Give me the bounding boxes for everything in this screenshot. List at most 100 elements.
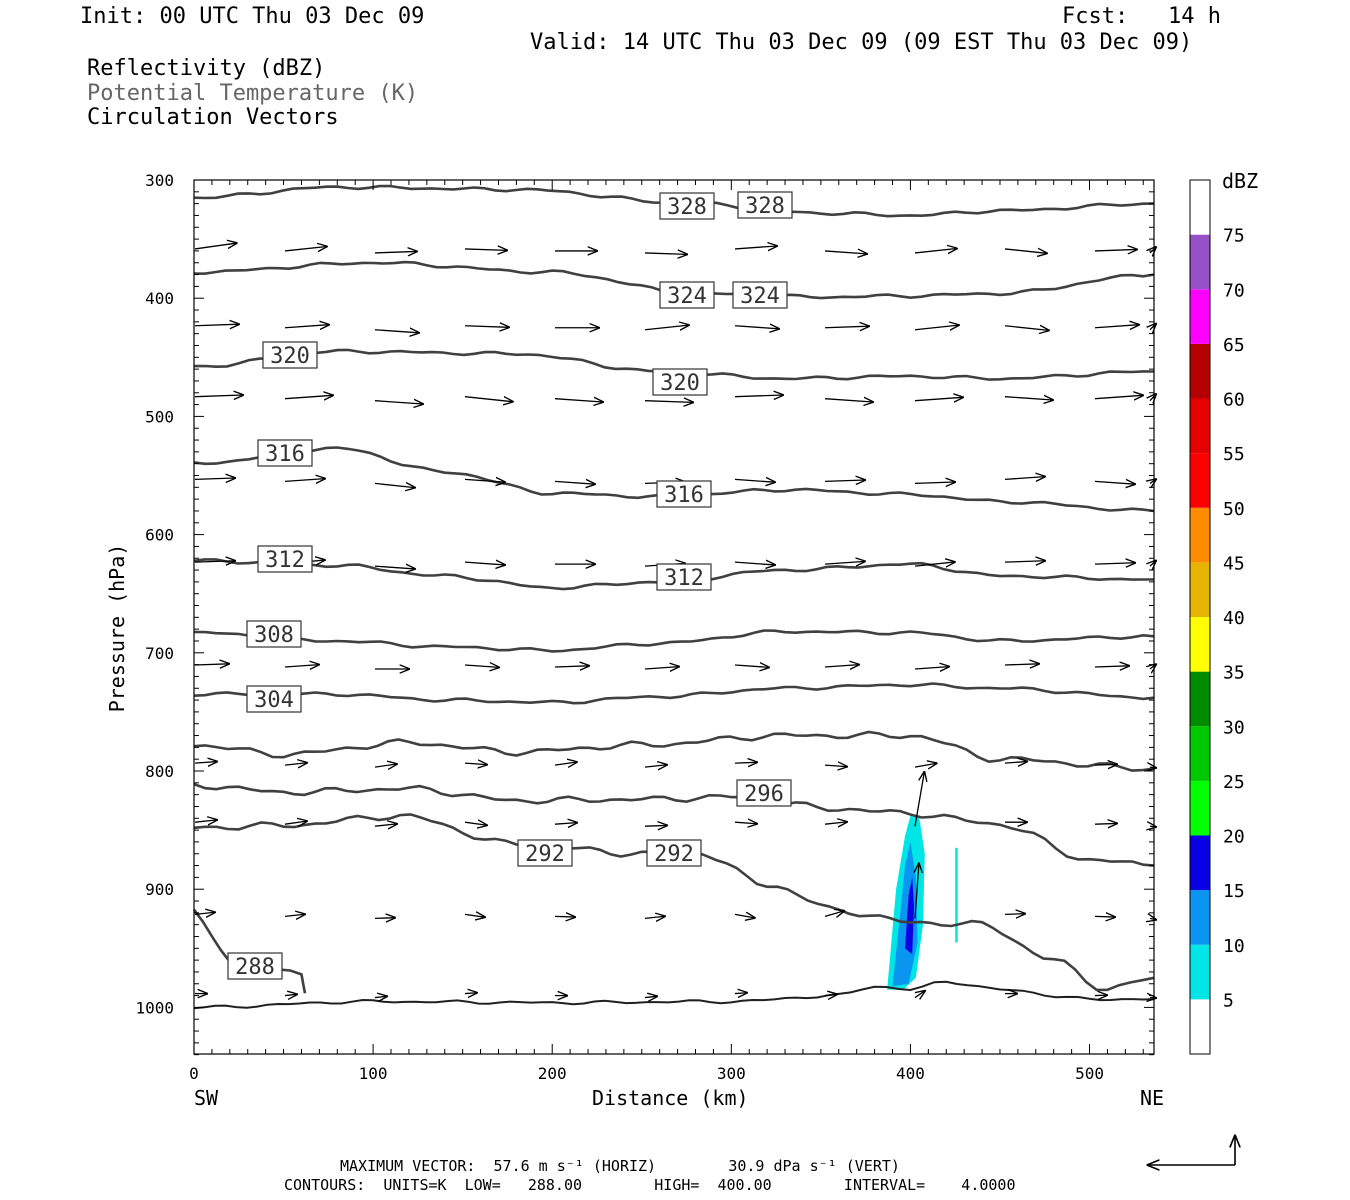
circulation-vector	[464, 665, 499, 667]
colorbar-band-45	[1190, 507, 1210, 563]
contour-label-layer: 328 328 324 324 320 320 316 316 312 312 308 304 296 2…	[227, 191, 793, 980]
theta-contour-layer	[192, 184, 1155, 1010]
colorbar-outline	[1189, 179, 1211, 1055]
x-tick-label: 500	[1075, 1064, 1104, 1083]
circulation-vector	[644, 325, 689, 330]
y-tick-label: 1000	[135, 998, 174, 1017]
circulation-vector	[914, 763, 937, 767]
circulation-vector	[914, 249, 957, 253]
contour-label-text: 320	[270, 344, 310, 369]
circulation-vector	[284, 914, 305, 916]
circulation-vector	[1150, 324, 1156, 330]
forecast-hour: Fcst: 14 h	[1062, 4, 1221, 29]
circulation-vector	[1150, 918, 1156, 919]
colorbar-label: 5	[1223, 990, 1234, 1011]
contour-label-text: 308	[254, 623, 294, 648]
colorbar-title: dBZ	[1222, 169, 1259, 193]
colorbar: 5 10 15 20 25 30 35 40 45 50 55 60 65 70 75	[1189, 179, 1245, 1055]
contour-label-text: 328	[745, 194, 785, 219]
contour-label-box	[257, 439, 313, 467]
contour-label-box	[652, 368, 708, 396]
circulation-vector	[374, 401, 423, 404]
colorbar-band-35	[1190, 617, 1210, 672]
circulation-vector	[464, 914, 485, 917]
circulation-vector	[194, 478, 235, 479]
theta-contour-304	[193, 682, 1155, 705]
max-vector-info: MAXIMUM VECTOR: 57.6 m s⁻¹ (HORIZ) 30.9 …	[340, 1157, 900, 1175]
contour-label-324: 324	[732, 281, 788, 309]
circulation-vector	[194, 395, 243, 397]
circulation-vector	[554, 762, 577, 765]
colorbar-band-70	[1190, 234, 1210, 290]
y-tick-label: 700	[145, 644, 174, 663]
circulation-vector	[914, 562, 955, 566]
colorbar-label: 65	[1223, 335, 1245, 356]
circulation-vector	[554, 916, 575, 917]
circulation-vector	[915, 864, 919, 919]
circulation-vector	[824, 822, 847, 824]
contour-label-312: 312	[257, 545, 313, 573]
circulation-vector	[464, 397, 513, 402]
colorbar-band-5	[1190, 944, 1210, 1000]
circulation-vector	[644, 825, 667, 826]
circulation-vector	[194, 561, 235, 562]
circulation-vector	[284, 994, 297, 995]
circulation-vector	[1094, 481, 1135, 484]
contour-label-text: 292	[654, 842, 694, 867]
circulation-vector	[734, 326, 779, 329]
circulation-vector	[734, 914, 755, 917]
contour-label-296: 296	[736, 779, 792, 807]
colorbar-label: 35	[1223, 663, 1245, 684]
colorbar-band-40	[1190, 562, 1210, 617]
y-tick-label: 600	[145, 526, 174, 545]
circulation-vector	[824, 251, 867, 254]
circulation-vector	[464, 479, 505, 482]
circulation-vector	[1094, 916, 1115, 917]
circulation-vector	[824, 480, 865, 481]
circulation-vector	[1150, 767, 1156, 768]
reflectivity-layer	[887, 815, 958, 990]
circulation-vector	[1150, 664, 1156, 669]
contour-label-316: 316	[656, 480, 712, 508]
theta-contour-296	[193, 782, 1155, 867]
colorbar-label: 20	[1223, 827, 1245, 848]
circulation-vector	[1094, 395, 1143, 398]
circulation-vector	[464, 326, 509, 328]
contour-label-308: 308	[246, 620, 302, 648]
contour-label-box	[659, 281, 715, 309]
colorbar-band-30	[1190, 671, 1210, 727]
x-tick-label: 200	[538, 1064, 567, 1083]
circulation-vector	[374, 996, 387, 997]
circulation-vector	[194, 820, 217, 822]
circulation-vector	[644, 253, 687, 254]
contour-label-292: 292	[517, 839, 573, 867]
circulation-vector	[824, 911, 844, 917]
colorbar-band-60	[1190, 343, 1210, 399]
circulation-vector	[914, 772, 924, 827]
theta-contour-300	[193, 730, 1155, 772]
contour-label-box	[257, 545, 313, 573]
x-tick-label: 0	[189, 1064, 199, 1083]
init-time: Init: 00 UTC Thu 03 Dec 09	[80, 4, 425, 29]
circulation-vector	[1094, 325, 1139, 328]
circulation-vector	[284, 247, 327, 251]
contour-label-316: 316	[257, 439, 313, 467]
contour-label-324: 324	[659, 281, 715, 309]
circulation-vector	[734, 479, 775, 482]
contour-label-box	[246, 685, 302, 713]
circulation-vector	[374, 918, 395, 919]
circulation-vector	[914, 325, 959, 330]
surface-line	[193, 980, 1155, 1010]
contour-label-box	[517, 839, 573, 867]
circulation-vector	[194, 912, 215, 914]
circulation-vector	[1004, 249, 1047, 253]
circulation-vector	[1150, 394, 1156, 401]
circulation-vector	[824, 561, 865, 564]
circulation-vector	[1004, 477, 1045, 480]
circulation-vector	[1094, 666, 1129, 667]
contour-label-box	[656, 480, 712, 508]
circulation-vector	[374, 824, 397, 826]
colorbar-band-75	[1190, 180, 1210, 235]
circulation-vector	[374, 566, 415, 569]
